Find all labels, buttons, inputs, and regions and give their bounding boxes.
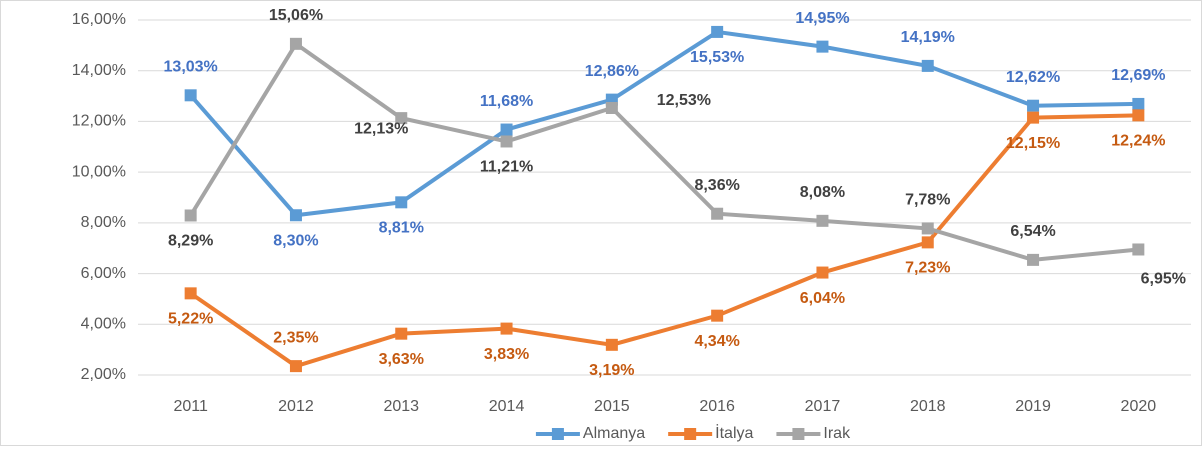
point-marker <box>500 322 513 335</box>
point-marker <box>395 327 408 340</box>
data-label: 12,13% <box>354 120 408 137</box>
data-label: 8,30% <box>273 232 318 249</box>
x-tick-label: 2018 <box>910 398 946 415</box>
point-marker <box>289 37 302 50</box>
point-marker <box>1027 253 1040 266</box>
x-tick-label: 2014 <box>489 398 525 415</box>
data-label: 7,23% <box>905 260 950 277</box>
point-marker <box>1027 99 1040 112</box>
x-tick-label: 2020 <box>1121 398 1157 415</box>
point-marker <box>500 123 513 136</box>
point-marker <box>605 101 618 114</box>
data-label: 12,69% <box>1111 67 1165 84</box>
y-tick-label: 8,00% <box>81 214 126 231</box>
x-tick-label: 2011 <box>173 398 208 415</box>
data-label: 15,53% <box>690 49 744 66</box>
series-line <box>188 40 1139 262</box>
x-tick-label: 2013 <box>383 398 419 415</box>
data-label: 15,06% <box>269 7 323 24</box>
data-label: 6,54% <box>1010 223 1055 240</box>
point-marker <box>184 89 197 102</box>
x-tick-label: 2019 <box>1015 398 1051 415</box>
data-label: 11,21% <box>480 159 533 176</box>
point-marker <box>1132 109 1145 122</box>
data-label: 12,53% <box>657 92 711 109</box>
point-marker <box>184 287 197 300</box>
data-label: 12,86% <box>585 63 639 80</box>
data-label: 12,24% <box>1111 133 1165 150</box>
legend-marker <box>551 428 564 440</box>
legend-label: İtalya <box>715 423 753 442</box>
x-tick-label: 2016 <box>699 398 735 415</box>
point-marker <box>711 207 724 220</box>
data-label: 3,63% <box>379 351 424 368</box>
data-label: 3,19% <box>589 362 634 379</box>
legend-label: Irak <box>823 425 851 442</box>
point-marker <box>605 338 618 351</box>
legend-marker <box>684 428 697 440</box>
data-label: 13,03% <box>164 59 218 76</box>
x-tick-label: 2017 <box>805 398 841 415</box>
data-label: 2,35% <box>273 329 318 346</box>
point-marker <box>1132 243 1145 256</box>
x-tick-label: 2012 <box>278 398 314 415</box>
series-line <box>189 29 1139 218</box>
y-tick-label: 10,00% <box>72 163 126 180</box>
data-label: 14,95% <box>795 10 849 27</box>
y-tick-label: 4,00% <box>81 316 126 333</box>
point-marker <box>1132 97 1145 110</box>
point-marker <box>816 214 829 227</box>
legend-marker <box>792 428 805 440</box>
point-marker <box>921 236 934 249</box>
point-marker <box>711 309 724 322</box>
data-label: 8,81% <box>379 220 424 237</box>
point-marker <box>921 222 934 235</box>
data-label: 12,62% <box>1006 69 1060 86</box>
point-marker <box>1027 111 1040 124</box>
point-marker <box>289 209 302 222</box>
data-label: 7,78% <box>905 192 950 209</box>
data-label: 11,68% <box>480 93 533 110</box>
point-marker <box>816 266 829 279</box>
series-line <box>189 113 1139 369</box>
data-label: 6,04% <box>800 290 845 307</box>
y-tick-label: 6,00% <box>81 265 126 282</box>
point-marker <box>500 135 513 148</box>
y-tick-label: 12,00% <box>72 113 126 130</box>
point-marker <box>184 209 197 222</box>
data-label: 6,95% <box>1141 271 1186 288</box>
data-label: 8,08% <box>800 184 845 201</box>
data-label: 3,83% <box>484 346 529 363</box>
data-label: 12,15% <box>1006 135 1060 152</box>
data-label: 5,22% <box>168 311 213 328</box>
point-marker <box>711 25 724 38</box>
point-marker <box>921 59 934 72</box>
x-tick-label: 2015 <box>594 398 630 415</box>
point-marker <box>816 40 829 53</box>
y-tick-label: 16,00% <box>72 11 126 28</box>
data-label: 8,36% <box>694 177 739 194</box>
y-tick-label: 14,00% <box>72 62 126 79</box>
point-marker <box>289 360 302 373</box>
data-label: 8,29% <box>168 233 213 250</box>
data-label: 4,34% <box>694 333 739 350</box>
point-marker <box>395 112 408 125</box>
data-label: 14,19% <box>901 29 955 46</box>
y-tick-label: 2,00% <box>81 366 126 383</box>
point-marker <box>395 196 408 209</box>
legend-label: Almanya <box>583 425 645 442</box>
